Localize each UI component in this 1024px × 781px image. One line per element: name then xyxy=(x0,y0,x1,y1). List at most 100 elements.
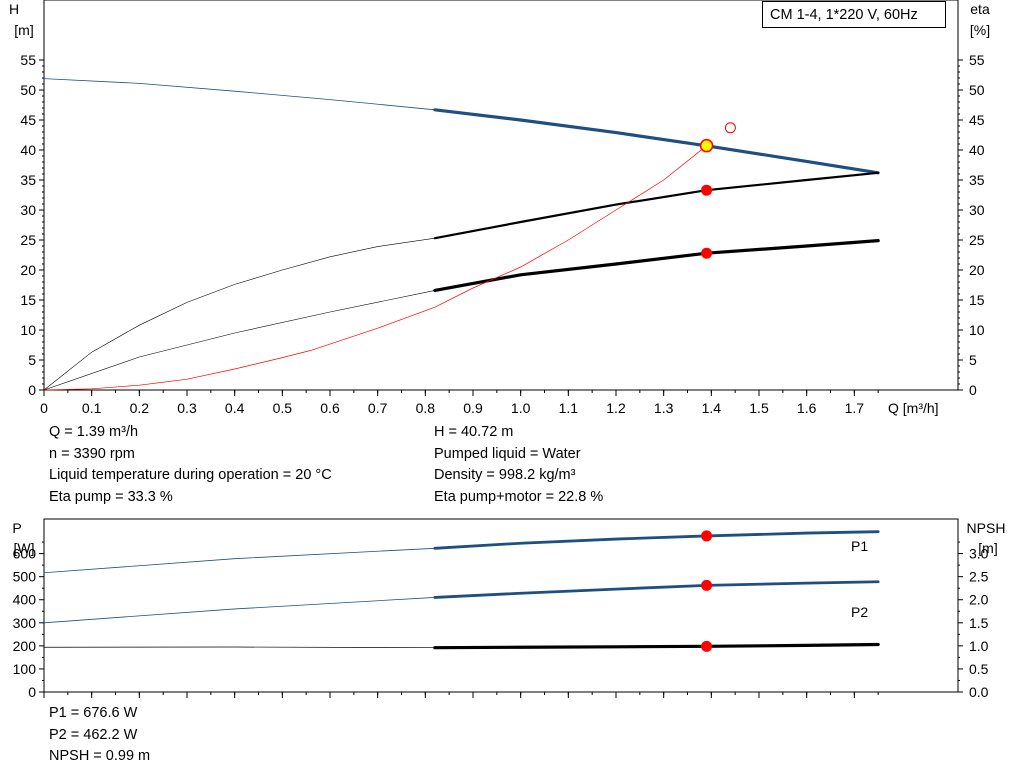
top-right-tick-label: 10 xyxy=(969,322,985,338)
top-series-head-extended xyxy=(43,78,435,111)
bottom-series-P2 xyxy=(433,580,880,599)
top-left-axis-unit: [m] xyxy=(14,22,33,38)
top-right-tick-label: 45 xyxy=(969,112,985,128)
bottom-series-NPSH-extended xyxy=(43,646,435,649)
bottom-series-label-p1: P1 xyxy=(851,538,868,554)
bottom-right-axis-label: NPSH xyxy=(967,520,1006,536)
top-left-tick-label: 50 xyxy=(20,82,36,98)
top-x-tick-label: 0.1 xyxy=(82,400,102,416)
top-x-axis-label: Q [m³/h] xyxy=(888,400,939,416)
top-x-tick-label: 0.6 xyxy=(320,400,340,416)
bottom-right-tick-label: 0.5 xyxy=(969,661,989,677)
top-right-tick-label: 0 xyxy=(969,382,977,398)
top-series-head xyxy=(433,108,880,175)
info-head: H = 40.72 m xyxy=(434,424,514,440)
top-series-eta_pump xyxy=(433,171,880,240)
bottom-left-tick-label: 0 xyxy=(28,684,36,700)
info-density: Density = 998.2 kg/m³ xyxy=(434,467,576,483)
top-right-tick-label: 35 xyxy=(969,172,985,188)
bottom-duty-point xyxy=(701,579,713,591)
bottom-left-tick-label: 500 xyxy=(13,569,37,585)
top-right-tick-label: 50 xyxy=(969,82,985,98)
top-right-tick-label: 30 xyxy=(969,202,985,218)
info-p2: P2 = 462.2 W xyxy=(49,726,138,743)
legend-title: CM 1-4, 1*220 V, 60Hz xyxy=(770,7,918,23)
top-x-tick-label: 0.5 xyxy=(273,400,293,416)
bottom-series-P1-extended xyxy=(43,547,435,574)
top-right-tick-label: 5 xyxy=(969,352,977,368)
top-left-axis-label: H xyxy=(9,1,19,17)
bottom-left-tick-label: 300 xyxy=(13,615,37,631)
top-left-tick-label: 35 xyxy=(20,172,36,188)
info-liquid-temp: Liquid temperature during operation = 20… xyxy=(49,467,332,483)
bottom-series-P2-extended xyxy=(43,597,435,624)
bottom-left-axis-unit: [W] xyxy=(14,540,35,556)
top-x-tick-label: 1.0 xyxy=(511,400,531,416)
top-left-tick-label: 20 xyxy=(20,262,36,278)
bottom-series-NPSH xyxy=(433,642,880,650)
legend-title-box: CM 1-4, 1*220 V, 60Hz xyxy=(762,1,946,28)
top-plot-frame xyxy=(43,0,959,391)
top-x-tick-label: 1.1 xyxy=(559,400,579,416)
bottom-left-axis-label: P xyxy=(12,520,21,536)
bottom-plot-frame xyxy=(43,518,959,693)
top-right-tick-label: 25 xyxy=(969,232,985,248)
top-right-tick-label: 40 xyxy=(969,142,985,158)
info-eta-total: Eta pump+motor = 22.8 % xyxy=(434,488,604,505)
info-eta-pump: Eta pump = 33.3 % xyxy=(49,488,173,505)
top-x-tick-label: 1.5 xyxy=(749,400,769,416)
top-left-tick-label: 25 xyxy=(20,232,36,248)
top-series-system xyxy=(43,145,707,391)
bottom-right-axis-unit: [m] xyxy=(978,540,997,556)
top-left-tick-label: 5 xyxy=(28,352,36,368)
top-right-axis-label: eta xyxy=(970,1,990,17)
bottom-right-tick-label: 0.0 xyxy=(969,684,989,700)
top-open-marker xyxy=(724,122,736,134)
bottom-duty-point xyxy=(701,640,713,652)
top-left-tick-label: 15 xyxy=(20,292,36,308)
bottom-left-tick-label: 600 xyxy=(13,546,37,562)
bottom-duty-point xyxy=(701,530,713,542)
top-x-tick-label: 1.3 xyxy=(654,400,674,416)
top-duty-point xyxy=(701,184,713,196)
top-x-tick-label: 0.8 xyxy=(416,400,436,416)
bottom-right-tick-label: 2.5 xyxy=(969,569,989,585)
top-left-tick-label: 45 xyxy=(20,112,36,128)
bottom-left-tick-label: 100 xyxy=(13,661,37,677)
top-x-tick-label: 0.9 xyxy=(463,400,483,416)
top-duty-point xyxy=(701,247,713,259)
bottom-right-tick-label: 1.5 xyxy=(969,615,989,631)
bottom-right-tick-label: 2.0 xyxy=(969,592,989,608)
info-bottom: P1 = 676.6 W P2 = 462.2 W NPSH = 0.99 m xyxy=(49,703,150,768)
info-p1: P1 = 676.6 W xyxy=(49,705,138,721)
info-top-right: H = 40.72 m Pumped liquid = Water Densit… xyxy=(434,422,603,508)
top-x-tick-label: 0.7 xyxy=(368,400,388,416)
top-series-eta_total xyxy=(433,239,880,292)
top-right-tick-label: 15 xyxy=(969,292,985,308)
top-x-tick-label: 1.6 xyxy=(797,400,817,416)
top-left-tick-label: 40 xyxy=(20,142,36,158)
top-left-tick-label: 55 xyxy=(20,52,36,68)
bottom-left-tick-label: 400 xyxy=(13,592,37,608)
top-left-tick-label: 10 xyxy=(20,322,36,338)
bottom-series-label-p2: P2 xyxy=(851,604,868,620)
top-x-tick-label: 1.4 xyxy=(702,400,722,416)
top-series-eta_total-extended xyxy=(43,290,435,391)
info-flow: Q = 1.39 m³/h xyxy=(49,424,139,440)
bottom-series-P1 xyxy=(433,530,880,550)
top-right-tick-label: 55 xyxy=(969,52,985,68)
top-x-tick-label: 0.4 xyxy=(225,400,245,416)
top-left-tick-label: 30 xyxy=(20,202,36,218)
info-npsh: NPSH = 0.99 m xyxy=(49,748,151,764)
top-right-axis-unit: [%] xyxy=(970,22,990,38)
bottom-left-tick-label: 200 xyxy=(13,638,37,654)
bottom-right-tick-label: 3.0 xyxy=(969,546,989,562)
top-x-tick-label: 0.2 xyxy=(130,400,150,416)
top-x-tick-label: 1.2 xyxy=(606,400,626,416)
bottom-right-tick-label: 1.0 xyxy=(969,638,989,654)
top-duty-point-head xyxy=(699,138,714,153)
top-x-tick-label: 0 xyxy=(40,400,48,416)
top-series-eta_pump-extended xyxy=(43,237,435,391)
top-x-tick-label: 0.3 xyxy=(177,400,197,416)
